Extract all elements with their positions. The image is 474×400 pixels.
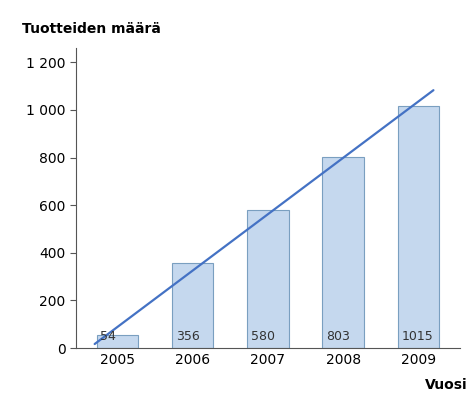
Text: Vuosi: Vuosi bbox=[425, 378, 467, 392]
Text: 54: 54 bbox=[100, 330, 116, 343]
Bar bbox=[398, 106, 439, 348]
Bar bbox=[97, 335, 138, 348]
Text: 356: 356 bbox=[175, 330, 200, 343]
Bar bbox=[322, 157, 364, 348]
Text: 1015: 1015 bbox=[401, 330, 433, 343]
Bar bbox=[247, 210, 289, 348]
Text: 580: 580 bbox=[251, 330, 275, 343]
Bar bbox=[172, 263, 213, 348]
Text: Tuotteiden määrä: Tuotteiden määrä bbox=[22, 22, 161, 36]
Text: 803: 803 bbox=[326, 330, 350, 343]
